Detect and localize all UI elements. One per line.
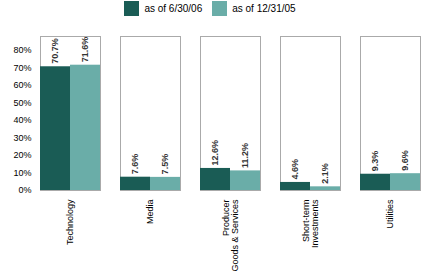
svg-text:20%: 20% — [13, 150, 31, 160]
svg-text:Media: Media — [145, 200, 155, 225]
html-text:as of 6/30/06: as of 6/30/06 — [144, 3, 203, 14]
svg-text:2.1%: 2.1% — [320, 163, 330, 184]
svg-text:70%: 70% — [13, 63, 31, 73]
svg-text:80%: 80% — [13, 45, 31, 55]
svg-text:Utilities: Utilities — [385, 199, 395, 229]
svg-text:7.6%: 7.6% — [130, 154, 140, 175]
svg-text:12.6%: 12.6% — [210, 140, 220, 166]
svg-text:30%: 30% — [13, 133, 31, 143]
svg-text:0%: 0% — [18, 185, 31, 195]
svg-text:70.7%: 70.7% — [50, 38, 60, 64]
svg-text:40%: 40% — [13, 115, 31, 125]
svg-text:50%: 50% — [13, 98, 31, 108]
svg-text:60%: 60% — [13, 80, 31, 90]
svg-text:9.3%: 9.3% — [370, 151, 380, 172]
svg-text:10%: 10% — [13, 168, 31, 178]
svg-text:ProducerGoods & Services: ProducerGoods & Services — [221, 199, 240, 272]
svg-text:71.6%: 71.6% — [80, 37, 90, 63]
svg-text:9.6%: 9.6% — [400, 150, 410, 171]
svg-text:11.2%: 11.2% — [240, 143, 250, 168]
html-text:as of 12/31/05: as of 12/31/05 — [232, 3, 296, 14]
svg-text:Short-termInvestments: Short-termInvestments — [301, 199, 320, 248]
svg-text:4.6%: 4.6% — [290, 159, 300, 180]
svg-text:7.5%: 7.5% — [160, 154, 170, 175]
svg-text:Technology: Technology — [65, 199, 75, 245]
